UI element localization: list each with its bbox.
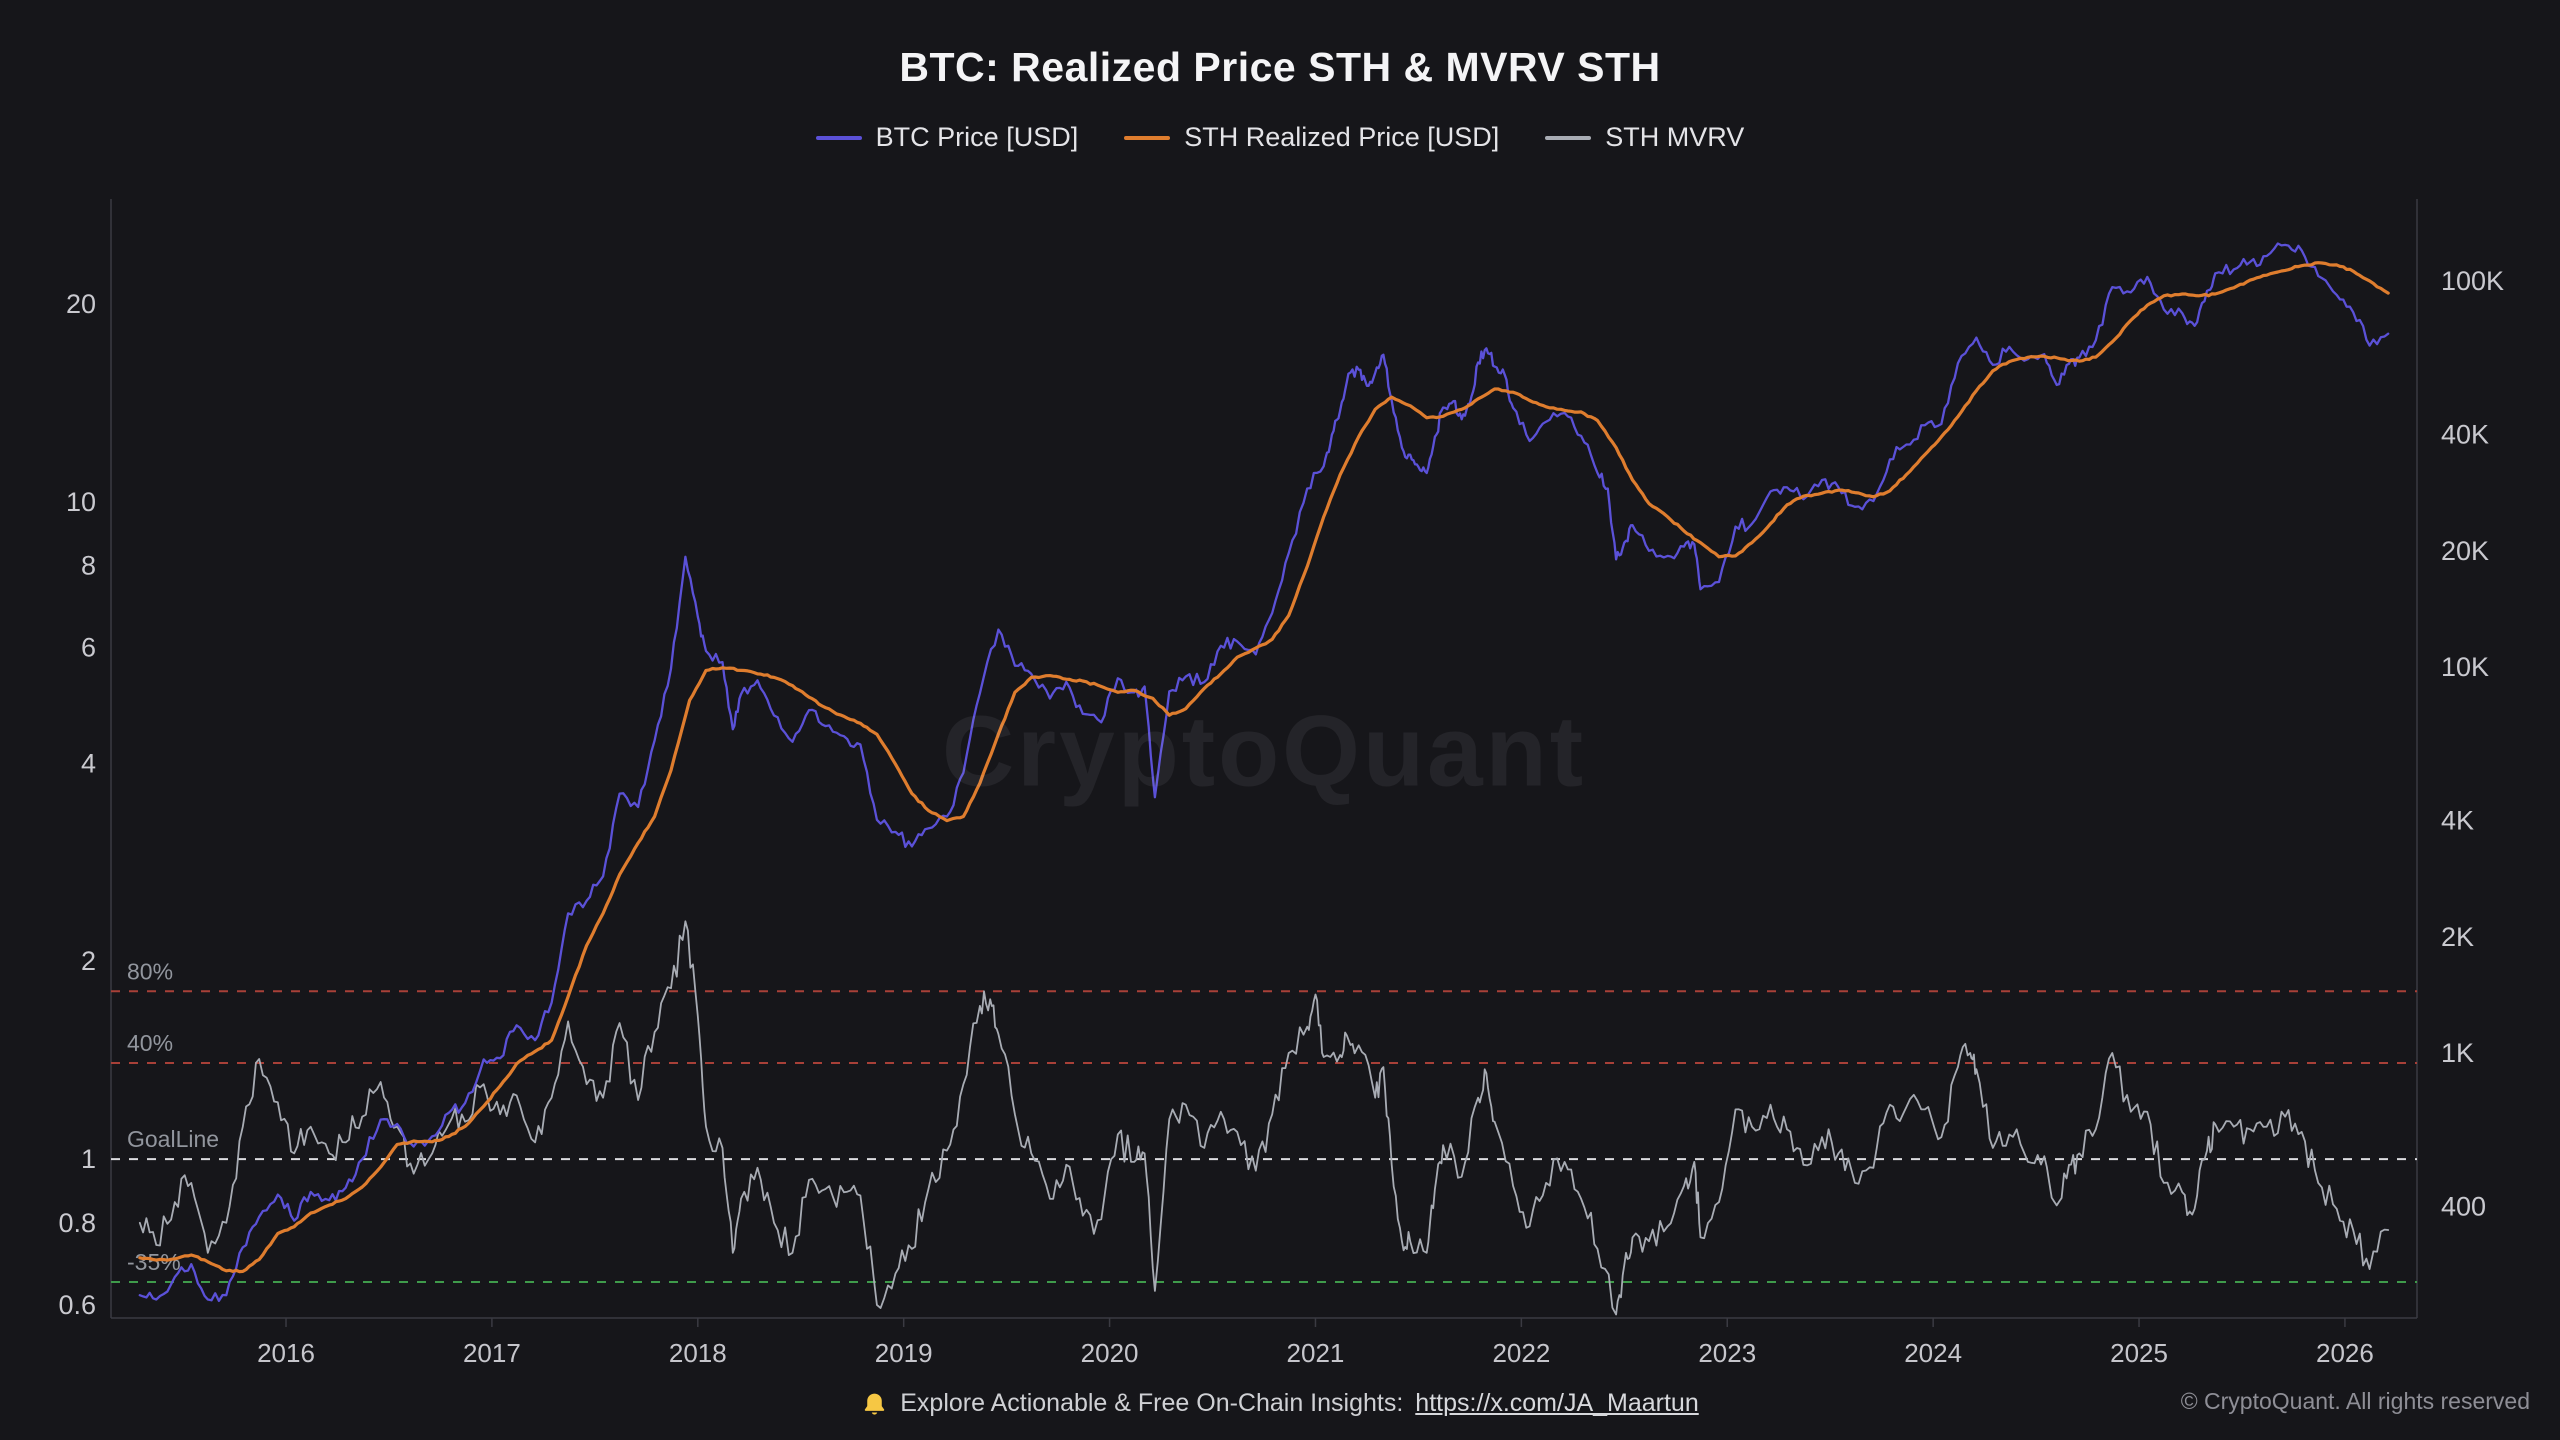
x-axis-tick-label: 2016 xyxy=(257,1338,315,1368)
y-axis-right-tick-label: 10K xyxy=(2441,652,2489,682)
legend-swatch-sth-realized-price xyxy=(1124,135,1171,140)
x-axis-tick-label: 2017 xyxy=(463,1338,521,1368)
y-axis-right-tick-label: 400 xyxy=(2441,1192,2486,1222)
y-axis-left-tick-label: 8 xyxy=(81,551,96,581)
legend-label-sth-mvrv: STH MVRV xyxy=(1605,122,1745,152)
series-line-sth-mvrv xyxy=(138,920,2390,1316)
x-axis-tick-label: 2019 xyxy=(875,1338,933,1368)
y-axis-left-tick-label: 0.6 xyxy=(58,1290,96,1320)
y-axis-right-tick-label: 2K xyxy=(2441,922,2474,952)
x-axis-tick-label: 2023 xyxy=(1698,1338,1756,1368)
y-axis-right-tick-label: 4K xyxy=(2441,806,2474,836)
threshold-label-80-: 80% xyxy=(127,958,173,984)
x-axis-tick-label: 2025 xyxy=(2110,1338,2168,1368)
legend-item-sth-realized-price[interactable]: STH Realized Price [USD] xyxy=(1124,122,1499,153)
plot-area[interactable] xyxy=(111,199,2417,1318)
series-line-sth-realized-price-usd- xyxy=(138,261,2390,1274)
legend-swatch-btc-price xyxy=(815,135,862,140)
y-axis-left-tick-label: 2 xyxy=(81,946,96,976)
legend-label-btc-price: BTC Price [USD] xyxy=(875,122,1079,152)
x-axis-tick-label: 2020 xyxy=(1081,1338,1139,1368)
footer-insights: Explore Actionable & Free On-Chain Insig… xyxy=(0,1389,2560,1418)
x-axis-tick-label: 2018 xyxy=(669,1338,727,1368)
y-axis-left-tick-label: 10 xyxy=(66,487,96,517)
series-line-btc-price-usd- xyxy=(138,242,2390,1303)
y-axis-left-tick-label: 20 xyxy=(66,289,96,319)
chart-legend: BTC Price [USD] STH Realized Price [USD]… xyxy=(0,122,2560,153)
y-axis-right-tick-label: 100K xyxy=(2441,266,2504,296)
insights-link[interactable]: https://x.com/JA_Maartun xyxy=(1415,1389,1699,1417)
y-axis-right-tick-label: 1K xyxy=(2441,1038,2474,1068)
legend-label-sth-realized-price: STH Realized Price [USD] xyxy=(1184,122,1500,152)
y-axis-right-tick-label: 40K xyxy=(2441,420,2489,450)
insights-text: Explore Actionable & Free On-Chain Insig… xyxy=(900,1389,1404,1417)
x-axis-tick-label: 2021 xyxy=(1287,1338,1345,1368)
x-axis-tick-label: 2022 xyxy=(1492,1338,1550,1368)
threshold-label-40-: 40% xyxy=(127,1030,173,1056)
y-axis-left-tick-label: 6 xyxy=(81,633,96,663)
y-axis-right-tick-label: 20K xyxy=(2441,536,2489,566)
x-axis-tick-label: 2026 xyxy=(2316,1338,2374,1368)
y-axis-left-tick-label: 1 xyxy=(81,1144,96,1174)
legend-item-btc-price[interactable]: BTC Price [USD] xyxy=(815,122,1079,153)
x-axis-tick-label: 2024 xyxy=(1904,1338,1962,1368)
copyright-text: © CryptoQuant. All rights reserved xyxy=(2180,1388,2530,1414)
y-axis-left-tick-label: 0.8 xyxy=(58,1208,96,1238)
bell-icon xyxy=(865,1393,885,1415)
legend-swatch-sth-mvrv xyxy=(1545,135,1592,140)
threshold-label--35-: -35% xyxy=(127,1249,181,1275)
y-axis-left-tick-label: 4 xyxy=(81,748,96,778)
chart-title: BTC: Realized Price STH & MVRV STH xyxy=(899,44,1661,90)
threshold-label-goalline: GoalLine xyxy=(127,1126,219,1152)
legend-item-sth-mvrv[interactable]: STH MVRV xyxy=(1545,122,1744,153)
